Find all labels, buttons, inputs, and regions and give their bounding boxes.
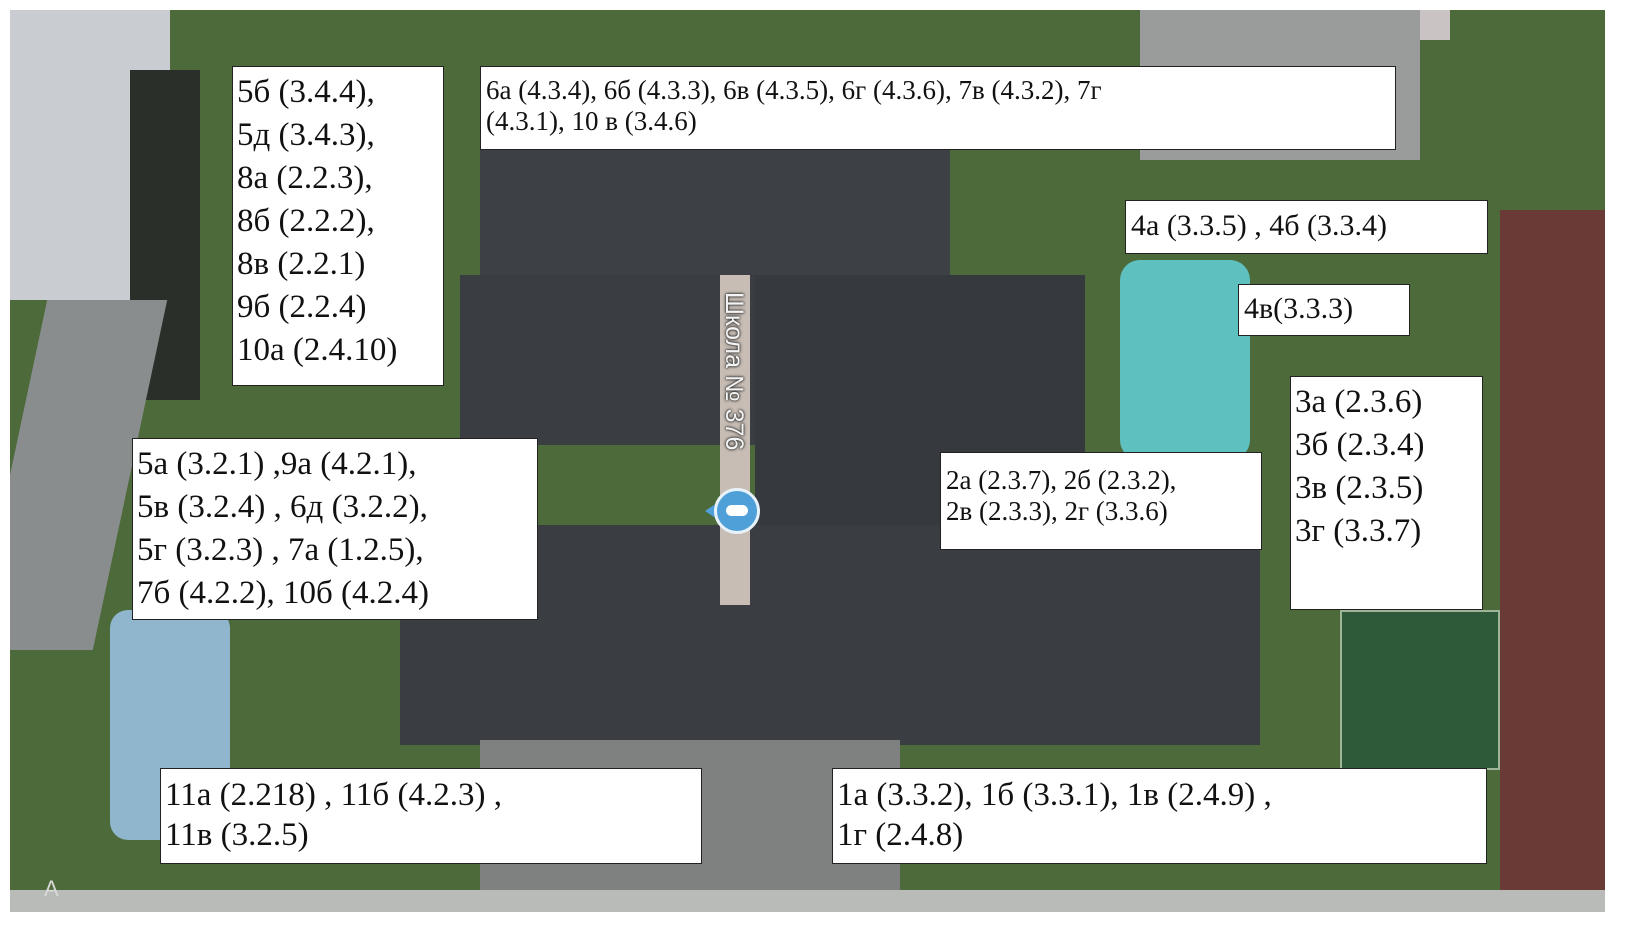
bottom-road — [10, 890, 1605, 912]
running-track — [1500, 210, 1605, 912]
school-roof-north — [480, 150, 950, 280]
class-label-5b: 5б (3.4.4), 5д (3.4.3), 8а (2.2.3), 8б (… — [232, 66, 444, 386]
class-label-1a: 1а (3.3.2), 1б (3.3.1), 1в (2.4.9) , 1г … — [832, 768, 1487, 864]
class-label-6a: 6а (4.3.4), 6б (4.3.3), 6в (4.3.5), 6г (… — [480, 66, 1396, 150]
school-name-label: Школа № 376 — [720, 292, 748, 451]
school-location-pin-icon[interactable] — [714, 488, 760, 534]
class-label-4v: 4в(3.3.3) — [1238, 284, 1410, 336]
class-label-5a: 5а (3.2.1) ,9а (4.2.1), 5в (3.2.4) , 6д … — [132, 438, 538, 620]
football-field — [1340, 610, 1500, 770]
school-walkway — [720, 275, 750, 605]
class-label-2a: 2а (2.3.7), 2б (2.3.2), 2в (2.3.3), 2г (… — [940, 452, 1262, 550]
satellite-map[interactable]: 5б (3.4.4), 5д (3.4.3), 8а (2.2.3), 8б (… — [10, 10, 1605, 912]
class-label-4a: 4а (3.3.5) , 4б (3.3.4) — [1125, 200, 1488, 254]
map-edge-mark: A — [44, 876, 59, 901]
class-label-3a: 3а (2.3.6) 3б (2.3.4) 3в (2.3.5) 3г (3.3… — [1290, 376, 1483, 610]
school-roof-west — [460, 275, 760, 445]
class-label-11a: 11а (2.218) , 11б (4.2.3) , 11в (3.2.5) — [160, 768, 702, 864]
playground-area — [1120, 260, 1250, 460]
school-roof-south — [400, 525, 1260, 745]
